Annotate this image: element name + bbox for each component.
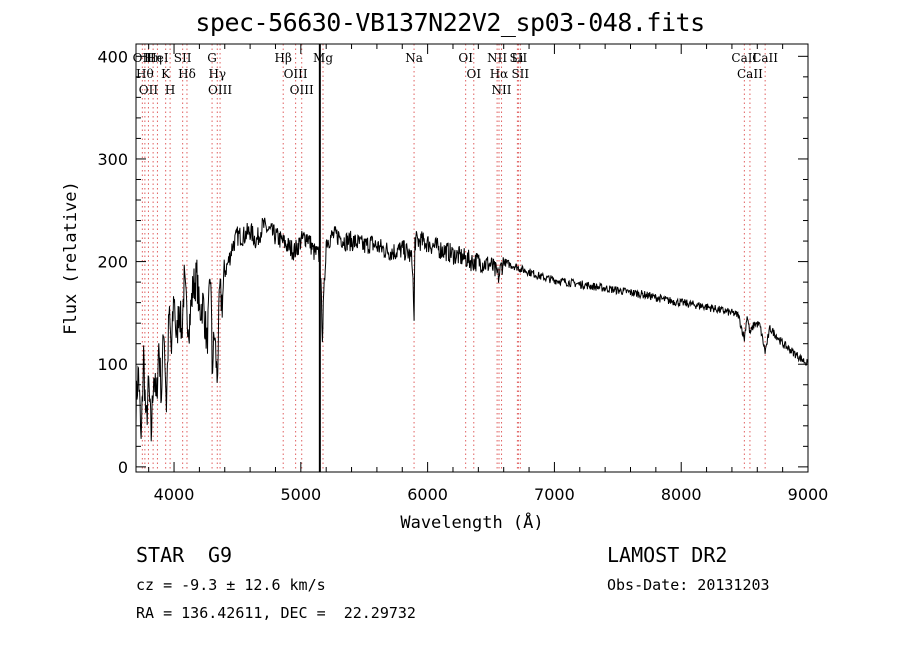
y-tick-label: 200 [97,253,128,272]
line-label: Hγ [208,67,226,81]
x-tick-label: 7000 [534,485,575,504]
line-label: SII [511,67,529,81]
line-label: OI [466,67,481,81]
chart-title: spec-56630-VB137N22V2_sp03-048.fits [195,8,705,37]
line-label: CaII [731,51,757,65]
line-label: OII [133,51,153,65]
line-label: HeI [146,51,169,65]
y-tick-label: 100 [97,355,128,374]
line-label: H [165,83,175,97]
x-tick-label: 9000 [788,485,829,504]
line-label: K [161,67,171,81]
line-label: CaII [737,67,763,81]
x-axis-label: Wavelength (Å) [400,511,543,533]
line-label: OII [139,83,159,97]
redshift-text: cz = -9.3 ± 12.6 km/s [136,576,326,594]
line-label: OI [458,51,473,65]
line-label: NII [487,51,507,65]
spectrum-line [135,217,809,442]
line-label: Hη [144,51,162,65]
x-tick-label: 4000 [154,485,195,504]
series-layer [135,44,809,472]
object-class: STAR [136,543,185,567]
line-label: SII [174,51,192,65]
obs-date: Obs-Date: 20131203 [607,576,770,594]
line-label: SII [510,51,528,65]
survey-label: LAMOST DR2 [607,543,728,567]
x-tick-label: 8000 [661,485,702,504]
line-label: OIII [208,83,232,97]
line-label: Hθ [136,67,154,81]
line-label: Mg [313,51,333,65]
line-label: CaII [752,51,778,65]
line-label: Hα [490,67,509,81]
y-tick-label: 400 [97,47,128,66]
plot-frame [135,43,809,473]
x-tick-label: 5000 [280,485,321,504]
axes: 4000 5000 6000 7000 8000 9000 0 100 200 300 400 Wav… [61,43,829,533]
y-tick-label: 300 [97,150,128,169]
coordinates: RA = 136.42611, DEC = 22.29732 [136,604,416,622]
line-label: OIII [284,67,308,81]
y-tick-label: 0 [118,458,128,477]
line-label: OIII [290,83,314,97]
object-subclass: G9 [208,543,233,567]
line-label: Hδ [178,67,196,81]
line-label: NII [492,83,512,97]
line-label: Hβ [275,51,292,65]
line-label: Li [511,51,523,65]
x-tick-label: 6000 [407,485,448,504]
y-axis-label: Flux (relative) [61,181,81,335]
line-label: G [207,51,217,65]
line-label: Na [405,51,423,65]
